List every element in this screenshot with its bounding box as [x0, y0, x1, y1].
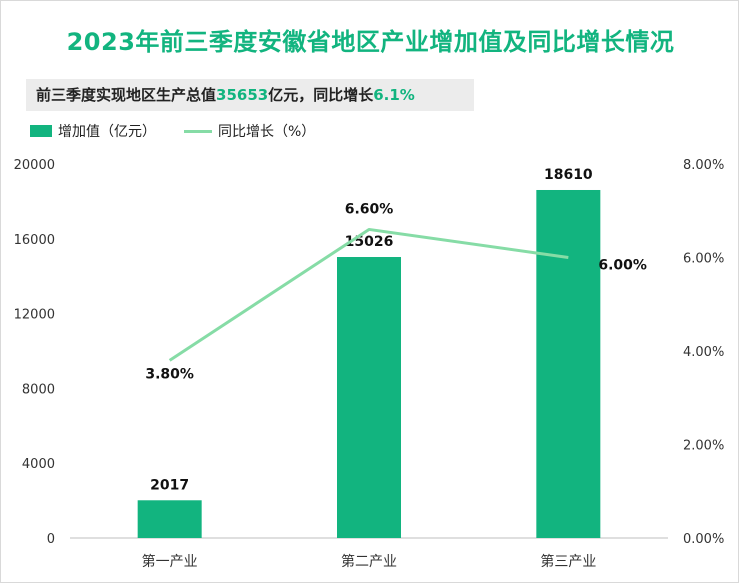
summary-growth-value: 6.1% — [373, 86, 415, 104]
line-value-label: 6.60% — [345, 201, 394, 217]
y-left-tick-label: 8000 — [22, 382, 55, 397]
summary-prefix: 前三季度实现地区生产总值 — [36, 86, 217, 104]
summary-banner: 前三季度实现地区生产总值35653亿元，同比增长6.1% — [26, 79, 474, 111]
chart-title: 2023年前三季度安徽省地区产业增加值及同比增长情况 — [66, 28, 675, 56]
chart-legend: 增加值（亿元） 同比增长（%） — [30, 121, 343, 141]
legend-item-bar: 增加值（亿元） — [30, 121, 156, 141]
y-right-tick-label: 0.00% — [683, 532, 724, 547]
bar-value-label: 2017 — [150, 477, 189, 493]
x-tick-label: 第二产业 — [341, 553, 397, 570]
legend-item-line: 同比增长（%） — [184, 121, 315, 141]
y-right-tick-label: 8.00% — [683, 158, 724, 173]
y-right-tick-label: 2.00% — [683, 439, 724, 454]
line-value-label: 6.00% — [598, 258, 647, 274]
line-value-label: 3.80% — [145, 366, 194, 382]
bar — [337, 257, 401, 538]
bar — [137, 500, 202, 538]
y-left-tick-label: 4000 — [22, 457, 55, 472]
y-left-tick-label: 16000 — [14, 233, 55, 248]
y-right-tick-label: 4.00% — [683, 345, 724, 360]
y-left-tick-label: 20000 — [14, 158, 55, 173]
x-tick-label: 第一产业 — [142, 553, 198, 570]
y-right-tick-label: 6.00% — [683, 252, 724, 267]
summary-gdp-value: 35653 — [216, 86, 269, 104]
bar — [536, 189, 601, 539]
summary-middle: 亿元，同比增长 — [268, 86, 374, 104]
legend-swatch-line — [184, 129, 212, 133]
y-left-tick-label: 0 — [47, 532, 55, 547]
bar-value-label: 18610 — [544, 167, 593, 183]
x-tick-label: 第三产业 — [540, 553, 596, 570]
y-left-tick-label: 12000 — [14, 308, 55, 323]
growth-line — [168, 227, 569, 362]
legend-swatch-bar — [30, 125, 52, 137]
legend-label-line: 同比增长（%） — [218, 124, 316, 140]
legend-label-bar: 增加值（亿元） — [58, 124, 156, 140]
